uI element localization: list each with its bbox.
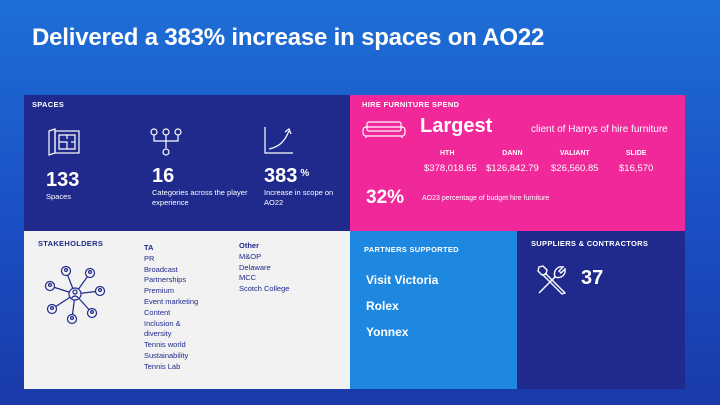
partners-panel: PARTNERS SUPPORTED Visit Victoria Rolex … — [350, 231, 517, 389]
stakeholders-label: STAKEHOLDERS — [38, 239, 104, 248]
list-item: Partnerships — [144, 275, 187, 285]
vendor-name: DANN — [502, 150, 523, 157]
stakeholders-panel: STAKEHOLDERS TA PR Broadcast Partnersh — [24, 231, 350, 389]
spaces-label: SPACES — [32, 100, 65, 109]
list-item: Sustainability — [144, 350, 189, 360]
list-item: Scotch College — [239, 284, 290, 294]
list-item: M&OP — [239, 251, 262, 261]
spaces-count: 133 — [46, 169, 80, 191]
vendor-value: $378,018.65 — [424, 163, 477, 174]
categories-text: Categories across the player experience — [152, 188, 248, 207]
tools-icon — [537, 265, 567, 295]
largest-client-text: client of Harrys of hire furniture — [531, 124, 668, 135]
vendor-value: $26,560.85 — [551, 163, 599, 174]
scope-increase-suffix: % — [300, 168, 310, 179]
list-item: Inclusion & — [144, 318, 181, 328]
stakeholders-other-list: Other M&OP Delaware MCC Scotch College — [239, 241, 339, 295]
categories-count: 16 — [152, 165, 175, 187]
hire-furniture-panel: HIRE FURNITURE SPEND Largest client of H… — [350, 95, 685, 231]
budget-percent-text: AO23 percentage of budget hire furniture — [422, 195, 550, 202]
ta-heading: TA — [144, 243, 154, 252]
suppliers-label: SUPPLIERS & CONTRACTORS — [531, 239, 649, 248]
sofa-icon — [362, 121, 406, 138]
list-item: Content — [144, 307, 171, 317]
list-item: Tennis Lab — [144, 361, 181, 371]
vendor-valiant: VALIANT $26,560.85 — [551, 150, 599, 174]
scope-increase-number: 383% — [264, 165, 309, 188]
partner-item: Yonnex — [366, 325, 409, 339]
list-item: Broadcast — [144, 264, 178, 274]
list-item: Event marketing — [144, 296, 199, 306]
slide-title: Delivered a 383% increase in spaces on A… — [32, 24, 545, 51]
list-item: Premium — [144, 286, 175, 296]
other-heading: Other — [239, 241, 260, 250]
vendor-slide: SLIDE $16,570 — [619, 150, 653, 174]
vendor-name: SLIDE — [625, 150, 647, 157]
partner-item: Visit Victoria — [366, 273, 439, 287]
vendor-name: HTH — [440, 150, 455, 157]
partner-item: Rolex — [366, 299, 399, 313]
network-people-icon — [44, 265, 106, 325]
vendor-name: VALIANT — [559, 150, 590, 157]
largest-text: Largest — [420, 115, 493, 137]
vendor-dann: DANN $126,842.79 — [486, 150, 539, 174]
list-item: Tennis world — [144, 340, 186, 350]
suppliers-count: 37 — [581, 267, 604, 289]
growth-chart-icon — [264, 127, 293, 154]
blueprint-icon — [48, 128, 80, 156]
vendor-value: $126,842.79 — [486, 163, 539, 174]
list-item: MCC — [239, 273, 257, 283]
vendor-hth: HTH $378,018.65 — [424, 150, 477, 174]
spaces-count-text: Spaces — [46, 192, 72, 201]
vendor-value: $16,570 — [619, 163, 654, 174]
stakeholders-ta-list: TA PR Broadcast Partnerships Premium Eve… — [144, 243, 234, 373]
list-item: diversity — [144, 329, 172, 339]
budget-percent: 32% — [366, 187, 405, 208]
scope-increase-value: 383 — [264, 165, 298, 187]
suppliers-panel: SUPPLIERS & CONTRACTORS 37 — [517, 231, 685, 389]
hire-furniture-label: HIRE FURNITURE SPEND — [362, 100, 460, 109]
partners-label: PARTNERS SUPPORTED — [364, 245, 459, 254]
scope-increase-text: Increase in scope on AO22 — [264, 188, 334, 207]
org-chart-icon — [150, 128, 182, 156]
list-item: Delaware — [239, 262, 271, 272]
spaces-panel: SPACES 133 Spaces 16 Categories across t… — [24, 95, 350, 231]
list-item: PR — [144, 253, 155, 263]
